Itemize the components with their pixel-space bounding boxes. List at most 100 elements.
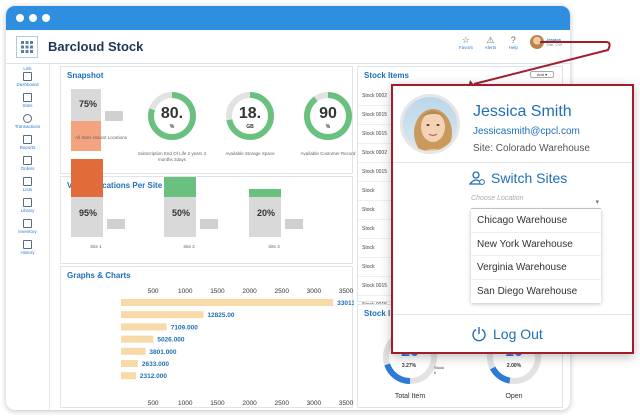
stock-item-row[interactable]: Stock 0015 — [362, 169, 388, 175]
sidebar-item-transactions[interactable]: Transactions — [6, 114, 49, 134]
stock-item-row[interactable]: Stock — [362, 245, 375, 251]
switch-sites-heading: Switch Sites — [469, 170, 567, 186]
location-option[interactable]: Chicago Warehouse — [471, 209, 601, 233]
gauge-small: Stock k — [434, 365, 445, 375]
chart-bar — [121, 360, 138, 367]
user-switch-icon — [469, 171, 485, 185]
gauge-caption: Total Item — [394, 393, 426, 400]
help-button[interactable]: ? Help — [508, 35, 518, 50]
window-dot[interactable] — [42, 14, 50, 22]
profile-avatar — [400, 94, 460, 154]
gauge-value: 18. — [238, 105, 262, 122]
snapshot-panel: Snapshot 75% All Sites Vacant Locations … — [60, 66, 355, 174]
window-titlebar — [6, 6, 570, 30]
power-icon — [472, 327, 486, 342]
sidebar: Link Dashboard Sites Transactions Report… — [6, 64, 50, 410]
sidebar-user-link[interactable]: Link — [23, 66, 32, 71]
axis-tick-top: 1000 — [178, 288, 193, 295]
tile-bar-fill — [71, 121, 101, 151]
sidebar-item-sites[interactable]: Sites — [6, 93, 49, 113]
help-icon: ? — [510, 35, 516, 45]
bar-value-label: 5026.000 — [157, 337, 184, 344]
stock-item-row[interactable]: Stock — [362, 264, 375, 270]
logout-button[interactable]: Log Out — [471, 326, 543, 342]
axis-tick-bottom: 1000 — [178, 400, 193, 407]
sidebar-item-history[interactable]: History — [6, 240, 49, 260]
sidebar-item-reports[interactable]: Reports — [6, 135, 49, 155]
apps-grid-button[interactable] — [16, 35, 38, 58]
stock-item-row[interactable]: Stock — [362, 207, 375, 213]
panel-title: Graphs & Charts — [67, 271, 131, 280]
location-option[interactable]: New York Warehouse — [471, 233, 601, 256]
bar-value-label: 2312.000 — [140, 373, 167, 380]
divider — [393, 162, 632, 163]
tile-caption: Site 3 — [268, 244, 280, 249]
subscription-gauge[interactable]: 80. % Subscription End Of Life 2 years 3… — [138, 91, 206, 162]
alert-icon: ⚠ — [486, 35, 495, 45]
panel-title: Stock Items — [364, 71, 409, 80]
chevron-down-icon: ▾ — [595, 199, 599, 206]
gauge-ring — [304, 92, 352, 140]
lists-icon — [23, 177, 32, 186]
app-title: Barcloud Stock — [48, 39, 144, 54]
axis-tick-top: 3500 — [339, 288, 354, 295]
axis-tick-bottom: 1500 — [210, 400, 225, 407]
gauge-sub: 3.27% — [401, 363, 417, 369]
sidebar-item-label: Sites — [22, 103, 33, 108]
sidebar-item-lists[interactable]: Lists — [6, 177, 49, 197]
window-dot[interactable] — [16, 14, 24, 22]
sidebar-item-label: Orders — [20, 166, 35, 171]
sidebar-item-inventory[interactable]: Inventory — [6, 219, 49, 239]
chart-bar — [121, 347, 146, 355]
sites-icon — [23, 93, 32, 102]
sidebar-item-label: Lists — [22, 187, 33, 192]
stock-item-row[interactable]: Stock 0015 — [362, 112, 388, 118]
location-option[interactable]: Verginia Warehouse — [471, 256, 601, 280]
tile-caption: Site 1 — [90, 244, 102, 249]
bar-value-label: 3801.000 — [149, 349, 176, 356]
app-header: Barcloud Stock ☆ Favorit ⚠ Alerts ? Help… — [6, 30, 570, 64]
add-button[interactable]: Add ▾ — [530, 71, 554, 78]
sidebar-item-label: Transactions — [14, 124, 41, 129]
stock-item-row[interactable]: Stock — [362, 188, 375, 194]
profile-email[interactable]: Jessicasmith@cpcl.com — [473, 126, 580, 137]
profile-photo — [414, 109, 452, 151]
axis-tick-top: 2500 — [274, 288, 289, 295]
user-site-mini: Site: CW — [546, 42, 562, 47]
sidebar-item-label: Library — [20, 208, 35, 213]
stock-item-row[interactable]: Stock 0002 — [362, 150, 388, 156]
grid-icon — [21, 40, 33, 53]
gauge-caption: Open — [505, 393, 523, 400]
stock-item-row[interactable]: Stock — [362, 226, 375, 232]
history-icon — [23, 240, 32, 249]
window-dot[interactable] — [29, 14, 37, 22]
axis-tick-bottom: 2000 — [242, 400, 257, 407]
user-menu-button[interactable]: Jessica Site: CW — [530, 35, 562, 49]
bar-value-label: 3301300 — [337, 300, 354, 307]
tile-bar-fill — [249, 189, 281, 197]
location-select[interactable]: Choose Location ▾ — [471, 195, 601, 209]
location-placeholder: Choose Location — [471, 195, 524, 202]
alerts-button[interactable]: ⚠ Alerts — [485, 35, 497, 50]
logout-label: Log Out — [493, 326, 543, 342]
vacant-all-tile[interactable]: 75% All Sites Vacant Locations — [71, 89, 133, 151]
favorites-button[interactable]: ☆ Favorit — [459, 35, 473, 50]
sidebar-item-dashboard[interactable]: Dashboard — [6, 72, 49, 92]
avatar — [530, 35, 545, 49]
storage-gauge[interactable]: 18. GB Available Storage Space — [225, 91, 275, 156]
location-option[interactable]: San Diego Warehouse — [477, 285, 578, 297]
sidebar-item-orders[interactable]: Orders — [6, 156, 49, 176]
axis-tick-top: 500 — [148, 288, 159, 295]
add-label: Add — [536, 72, 544, 77]
stock-item-row[interactable]: Stock 0015 — [362, 283, 388, 289]
axis-tick-bottom: 2500 — [274, 400, 289, 407]
forklift-icon — [107, 219, 125, 229]
customer-record-gauge[interactable]: 90 % Available Customer Record — [301, 91, 355, 156]
sidebar-item-library[interactable]: Library — [6, 198, 49, 218]
reports-icon — [23, 135, 32, 144]
star-icon: ☆ — [461, 35, 470, 45]
sidebar-item-label: History — [20, 250, 35, 255]
gauge-value: 90 — [319, 105, 337, 122]
stock-item-row[interactable]: Stock 0015 — [362, 131, 388, 137]
stock-item-row[interactable]: Stock 0002 — [362, 93, 388, 99]
